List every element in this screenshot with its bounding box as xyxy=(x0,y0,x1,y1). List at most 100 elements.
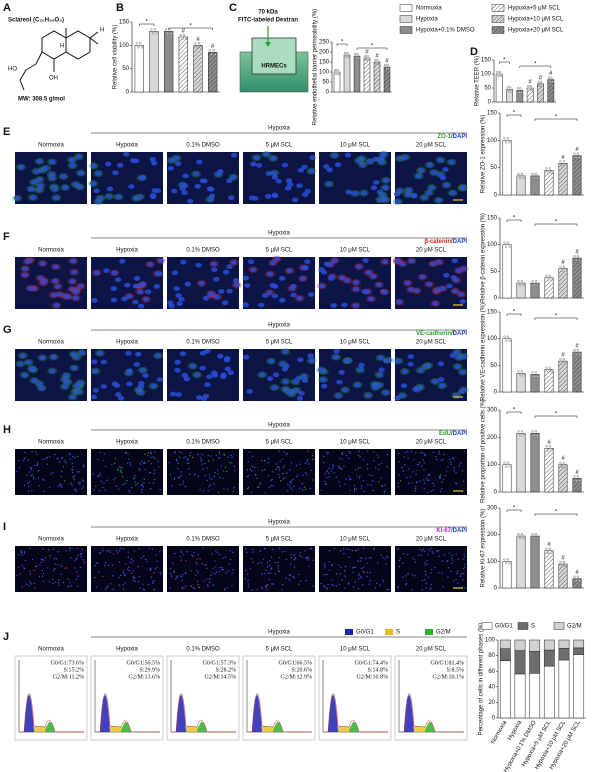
nucleus xyxy=(149,156,156,162)
nucleus xyxy=(355,264,363,269)
cell-dot xyxy=(74,567,76,569)
cell-dot xyxy=(99,552,101,555)
cell-dot xyxy=(26,474,28,476)
cell-dot xyxy=(59,483,62,485)
column-label: 5 μM SCL xyxy=(266,340,293,346)
cell-dot xyxy=(70,585,73,587)
data-dot xyxy=(199,46,202,49)
cell-dot xyxy=(211,553,213,555)
cell-dot xyxy=(19,573,21,575)
cell-dot xyxy=(344,565,347,568)
cell-dot xyxy=(421,589,423,591)
cell-dot xyxy=(256,486,259,488)
cell-dot xyxy=(35,565,37,568)
nucleus xyxy=(192,171,200,177)
cell-dot xyxy=(132,560,134,562)
cell-dot xyxy=(281,458,283,461)
panel-letter: C xyxy=(229,2,237,14)
micrograph xyxy=(395,349,467,401)
cell-dot xyxy=(174,451,176,453)
cell-dot xyxy=(430,547,432,550)
nucleus xyxy=(253,155,260,161)
legend-label: Hypoxia+20 μM SCL xyxy=(508,28,564,34)
data-dot xyxy=(573,152,576,155)
cell-dot xyxy=(147,452,150,454)
nucleus xyxy=(52,264,60,270)
cell-dot xyxy=(116,550,118,552)
bracket-label: * xyxy=(513,310,516,316)
data-dot xyxy=(503,335,506,338)
structure-drawing xyxy=(19,28,99,91)
nucleus xyxy=(408,258,415,264)
cell-dot xyxy=(75,558,78,561)
cell-dot xyxy=(293,558,296,561)
nucleus xyxy=(213,276,220,282)
cell-dot xyxy=(232,491,234,493)
nucleus xyxy=(319,377,327,383)
nucleus xyxy=(198,280,205,286)
cell-dot xyxy=(118,488,120,490)
cell-dot xyxy=(447,466,449,468)
bar-hatch xyxy=(208,52,218,92)
data-dot xyxy=(578,479,581,482)
y-tick-label: 20 xyxy=(488,700,495,706)
cell-dot xyxy=(268,564,271,567)
cell-dot xyxy=(66,585,69,588)
legend-label: G2/M xyxy=(567,624,582,630)
cell-dot xyxy=(183,456,185,459)
cell-dot xyxy=(256,588,259,591)
cell-dot xyxy=(265,569,267,572)
nucleus xyxy=(435,197,442,203)
cell-dot xyxy=(464,566,466,568)
nucleus xyxy=(335,393,342,398)
cell-dot xyxy=(98,571,100,573)
assay-label: 70 kDa xyxy=(258,10,278,16)
nucleus xyxy=(459,299,467,304)
cell-dot xyxy=(343,465,345,468)
nucleus xyxy=(382,197,389,203)
cell-dot xyxy=(128,566,130,569)
cell-dot xyxy=(298,583,300,585)
cell-dot xyxy=(462,579,464,581)
phase-percentage: G0/G1:56.5% xyxy=(127,660,161,666)
data-dot xyxy=(520,91,523,94)
cell-dot xyxy=(32,476,34,478)
histogram-outline xyxy=(248,693,311,733)
data-dot xyxy=(548,445,551,448)
cell-dot xyxy=(229,549,231,552)
cell-dot xyxy=(231,572,234,574)
cell-dot xyxy=(53,558,56,560)
data-dot xyxy=(354,52,357,56)
cell-dot xyxy=(190,569,192,572)
assay-label: FITC-labeled Dextran xyxy=(238,18,298,24)
cell-dot xyxy=(82,480,85,482)
s-phase xyxy=(110,726,123,732)
cell-dot xyxy=(268,578,270,581)
cell-dot xyxy=(31,450,33,453)
cell-dot xyxy=(332,585,335,587)
cell-dot xyxy=(334,547,336,550)
cell-dot xyxy=(306,459,309,461)
bar-hatch xyxy=(558,464,568,492)
cell-dot xyxy=(358,578,360,580)
cell-dot xyxy=(196,580,199,583)
nucleus xyxy=(194,183,201,189)
cell-dot xyxy=(415,485,417,488)
cell-dot xyxy=(333,472,335,474)
data-dot xyxy=(559,560,562,564)
data-dot xyxy=(547,171,550,174)
cell-dot xyxy=(348,457,350,459)
cell-dot xyxy=(80,552,83,555)
bracket-label: * xyxy=(513,506,516,512)
cell-dot xyxy=(270,484,273,487)
cell-dot xyxy=(44,557,46,559)
y-tick-label: 0 xyxy=(494,390,498,396)
cell-dot xyxy=(277,567,279,569)
cell-dot xyxy=(228,461,231,464)
data-dot xyxy=(509,86,512,89)
cell-dot xyxy=(323,564,326,567)
cell-dot xyxy=(328,569,331,571)
stacked-segment xyxy=(558,648,570,661)
cell-dot xyxy=(112,553,115,555)
nucleus xyxy=(27,285,34,291)
